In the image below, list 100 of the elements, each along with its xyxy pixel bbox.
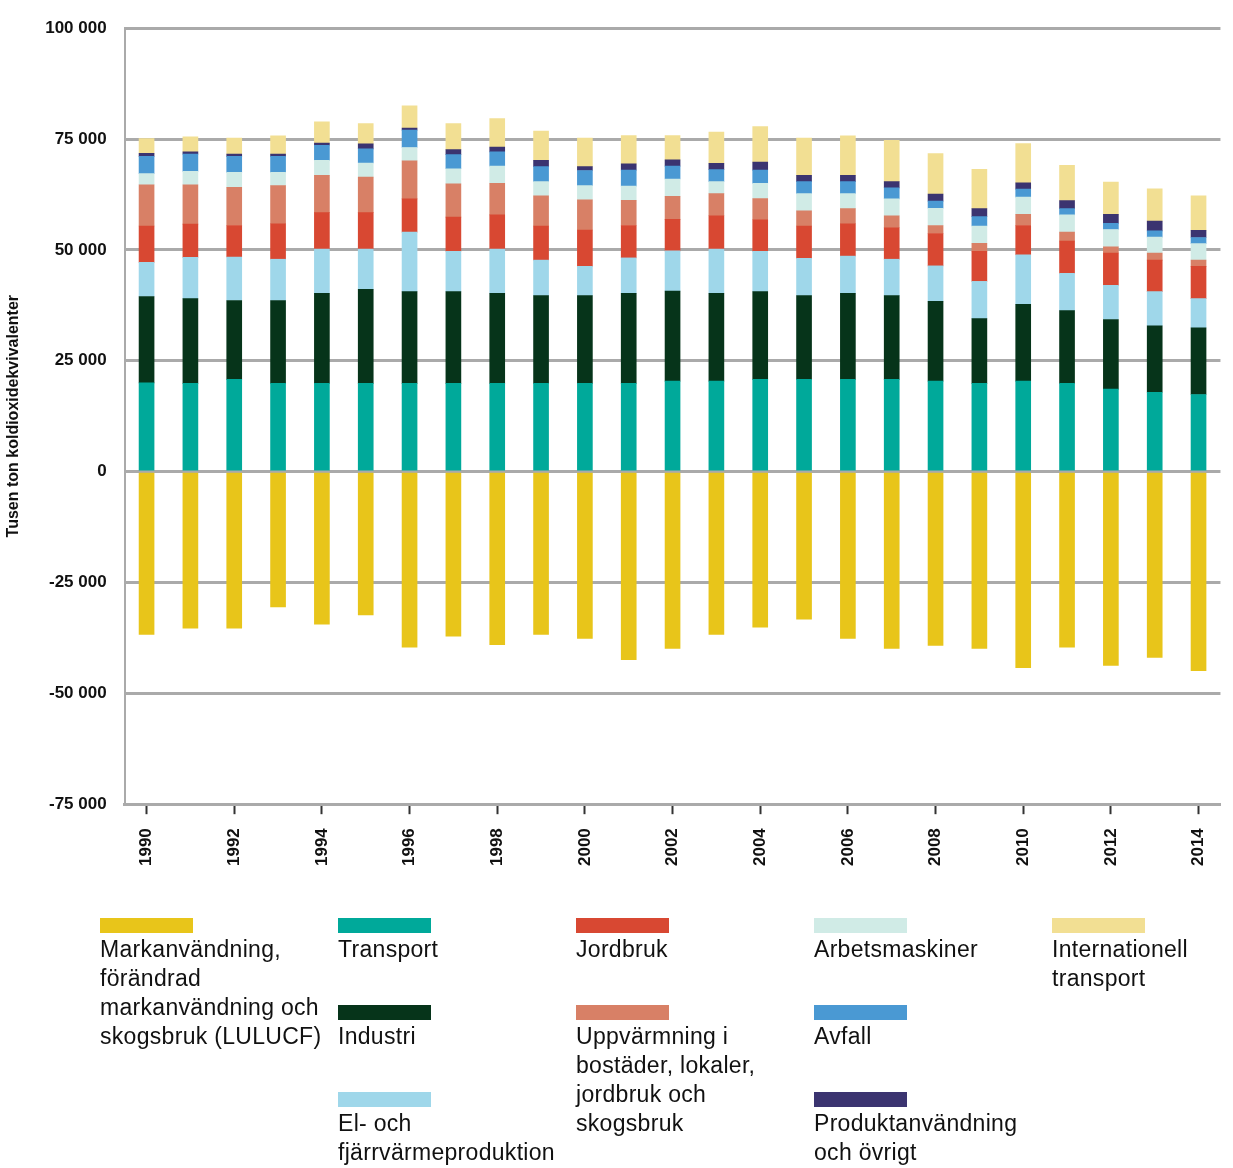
bar <box>840 379 856 471</box>
y-tick-label: -75 000 <box>48 793 107 813</box>
bar <box>577 185 593 201</box>
legend-label: Markanvändning, förändrad markanvändning och skogsbruk (LULUCF) <box>100 935 323 1051</box>
bar <box>226 137 243 155</box>
bar <box>883 140 900 182</box>
bar <box>971 225 988 244</box>
bar <box>1015 143 1032 184</box>
bar <box>620 199 637 226</box>
bar <box>1146 259 1163 292</box>
bar <box>708 293 725 382</box>
bar <box>664 135 681 161</box>
x-tick-label: 1990 <box>136 828 156 867</box>
bar <box>1059 200 1075 209</box>
bar <box>796 258 812 296</box>
bar <box>489 165 506 184</box>
bar <box>1190 298 1207 329</box>
bar <box>796 379 812 471</box>
bar <box>577 170 593 186</box>
bar <box>1059 231 1075 242</box>
bar <box>357 162 374 178</box>
bar <box>357 176 374 213</box>
bar <box>577 265 593 296</box>
bar <box>182 223 199 258</box>
bar <box>840 181 856 194</box>
bar <box>138 262 155 297</box>
y-axis-title: Tusen ton koldioxidekvivalenter <box>4 294 22 538</box>
y-tick-label: 25 000 <box>54 350 107 370</box>
legend-label: Uppvärmning i bostäder, lokaler, jordbruk och skogsbruk <box>576 1022 757 1138</box>
bar <box>357 148 374 164</box>
bar <box>1190 394 1207 471</box>
bar <box>577 199 593 231</box>
bar <box>314 293 330 384</box>
bar <box>752 250 769 292</box>
x-tick-label: 2010 <box>1012 828 1032 867</box>
bar <box>533 259 549 296</box>
bar <box>752 472 769 628</box>
bar <box>752 169 769 184</box>
bar <box>708 181 725 194</box>
bar <box>1103 181 1119 215</box>
bar <box>401 198 418 233</box>
bar <box>752 183 769 199</box>
bar <box>489 146 506 153</box>
bar <box>1190 472 1207 672</box>
legend-label: Arbetsmaskiner <box>814 935 979 964</box>
bar <box>138 296 155 384</box>
bar <box>620 257 637 294</box>
bar <box>883 215 900 229</box>
bar <box>796 193 812 212</box>
bar <box>971 383 988 471</box>
bar <box>796 137 812 176</box>
x-tick-label: 1992 <box>223 828 243 867</box>
bar <box>1190 195 1207 231</box>
legend-label: El- och fjärrvärmeproduktion <box>338 1109 556 1167</box>
bar <box>840 472 856 639</box>
bar <box>708 131 725 164</box>
bar <box>489 214 506 250</box>
bar <box>138 156 155 174</box>
bar <box>883 472 900 649</box>
bar <box>1190 327 1207 395</box>
bar <box>620 135 637 165</box>
bar <box>1146 220 1163 232</box>
bar <box>401 383 418 471</box>
bar <box>182 298 199 384</box>
bar <box>577 229 593 267</box>
bar <box>445 250 462 292</box>
bar <box>840 193 856 209</box>
legend-label: Jordbruk <box>576 935 669 964</box>
bar <box>708 169 725 182</box>
bar <box>1190 265 1207 300</box>
bar <box>708 248 725 294</box>
bar <box>1015 304 1032 382</box>
x-tick-label: 2002 <box>662 828 682 867</box>
bar <box>182 184 199 225</box>
bar <box>620 185 637 201</box>
bar <box>270 135 286 155</box>
bar <box>927 153 944 195</box>
bar <box>620 293 637 384</box>
legend-label: Transport <box>338 935 440 964</box>
bar <box>357 248 374 290</box>
bar <box>1103 246 1119 254</box>
bar <box>1015 188 1032 198</box>
bar <box>489 118 506 148</box>
bar <box>1190 243 1207 261</box>
bar <box>664 472 681 649</box>
bar <box>401 472 418 648</box>
y-tick-label: 100 000 <box>45 17 107 37</box>
bar <box>971 168 988 209</box>
bar <box>401 129 418 148</box>
bar <box>489 151 506 167</box>
bar <box>971 216 988 227</box>
bar <box>1146 325 1163 393</box>
bar <box>1059 310 1075 384</box>
bar <box>357 123 374 145</box>
bar <box>1103 472 1119 666</box>
x-tick-label: 1994 <box>311 827 331 867</box>
bar <box>401 105 418 129</box>
bar <box>883 258 900 296</box>
bar <box>533 472 549 635</box>
bar <box>489 293 506 384</box>
